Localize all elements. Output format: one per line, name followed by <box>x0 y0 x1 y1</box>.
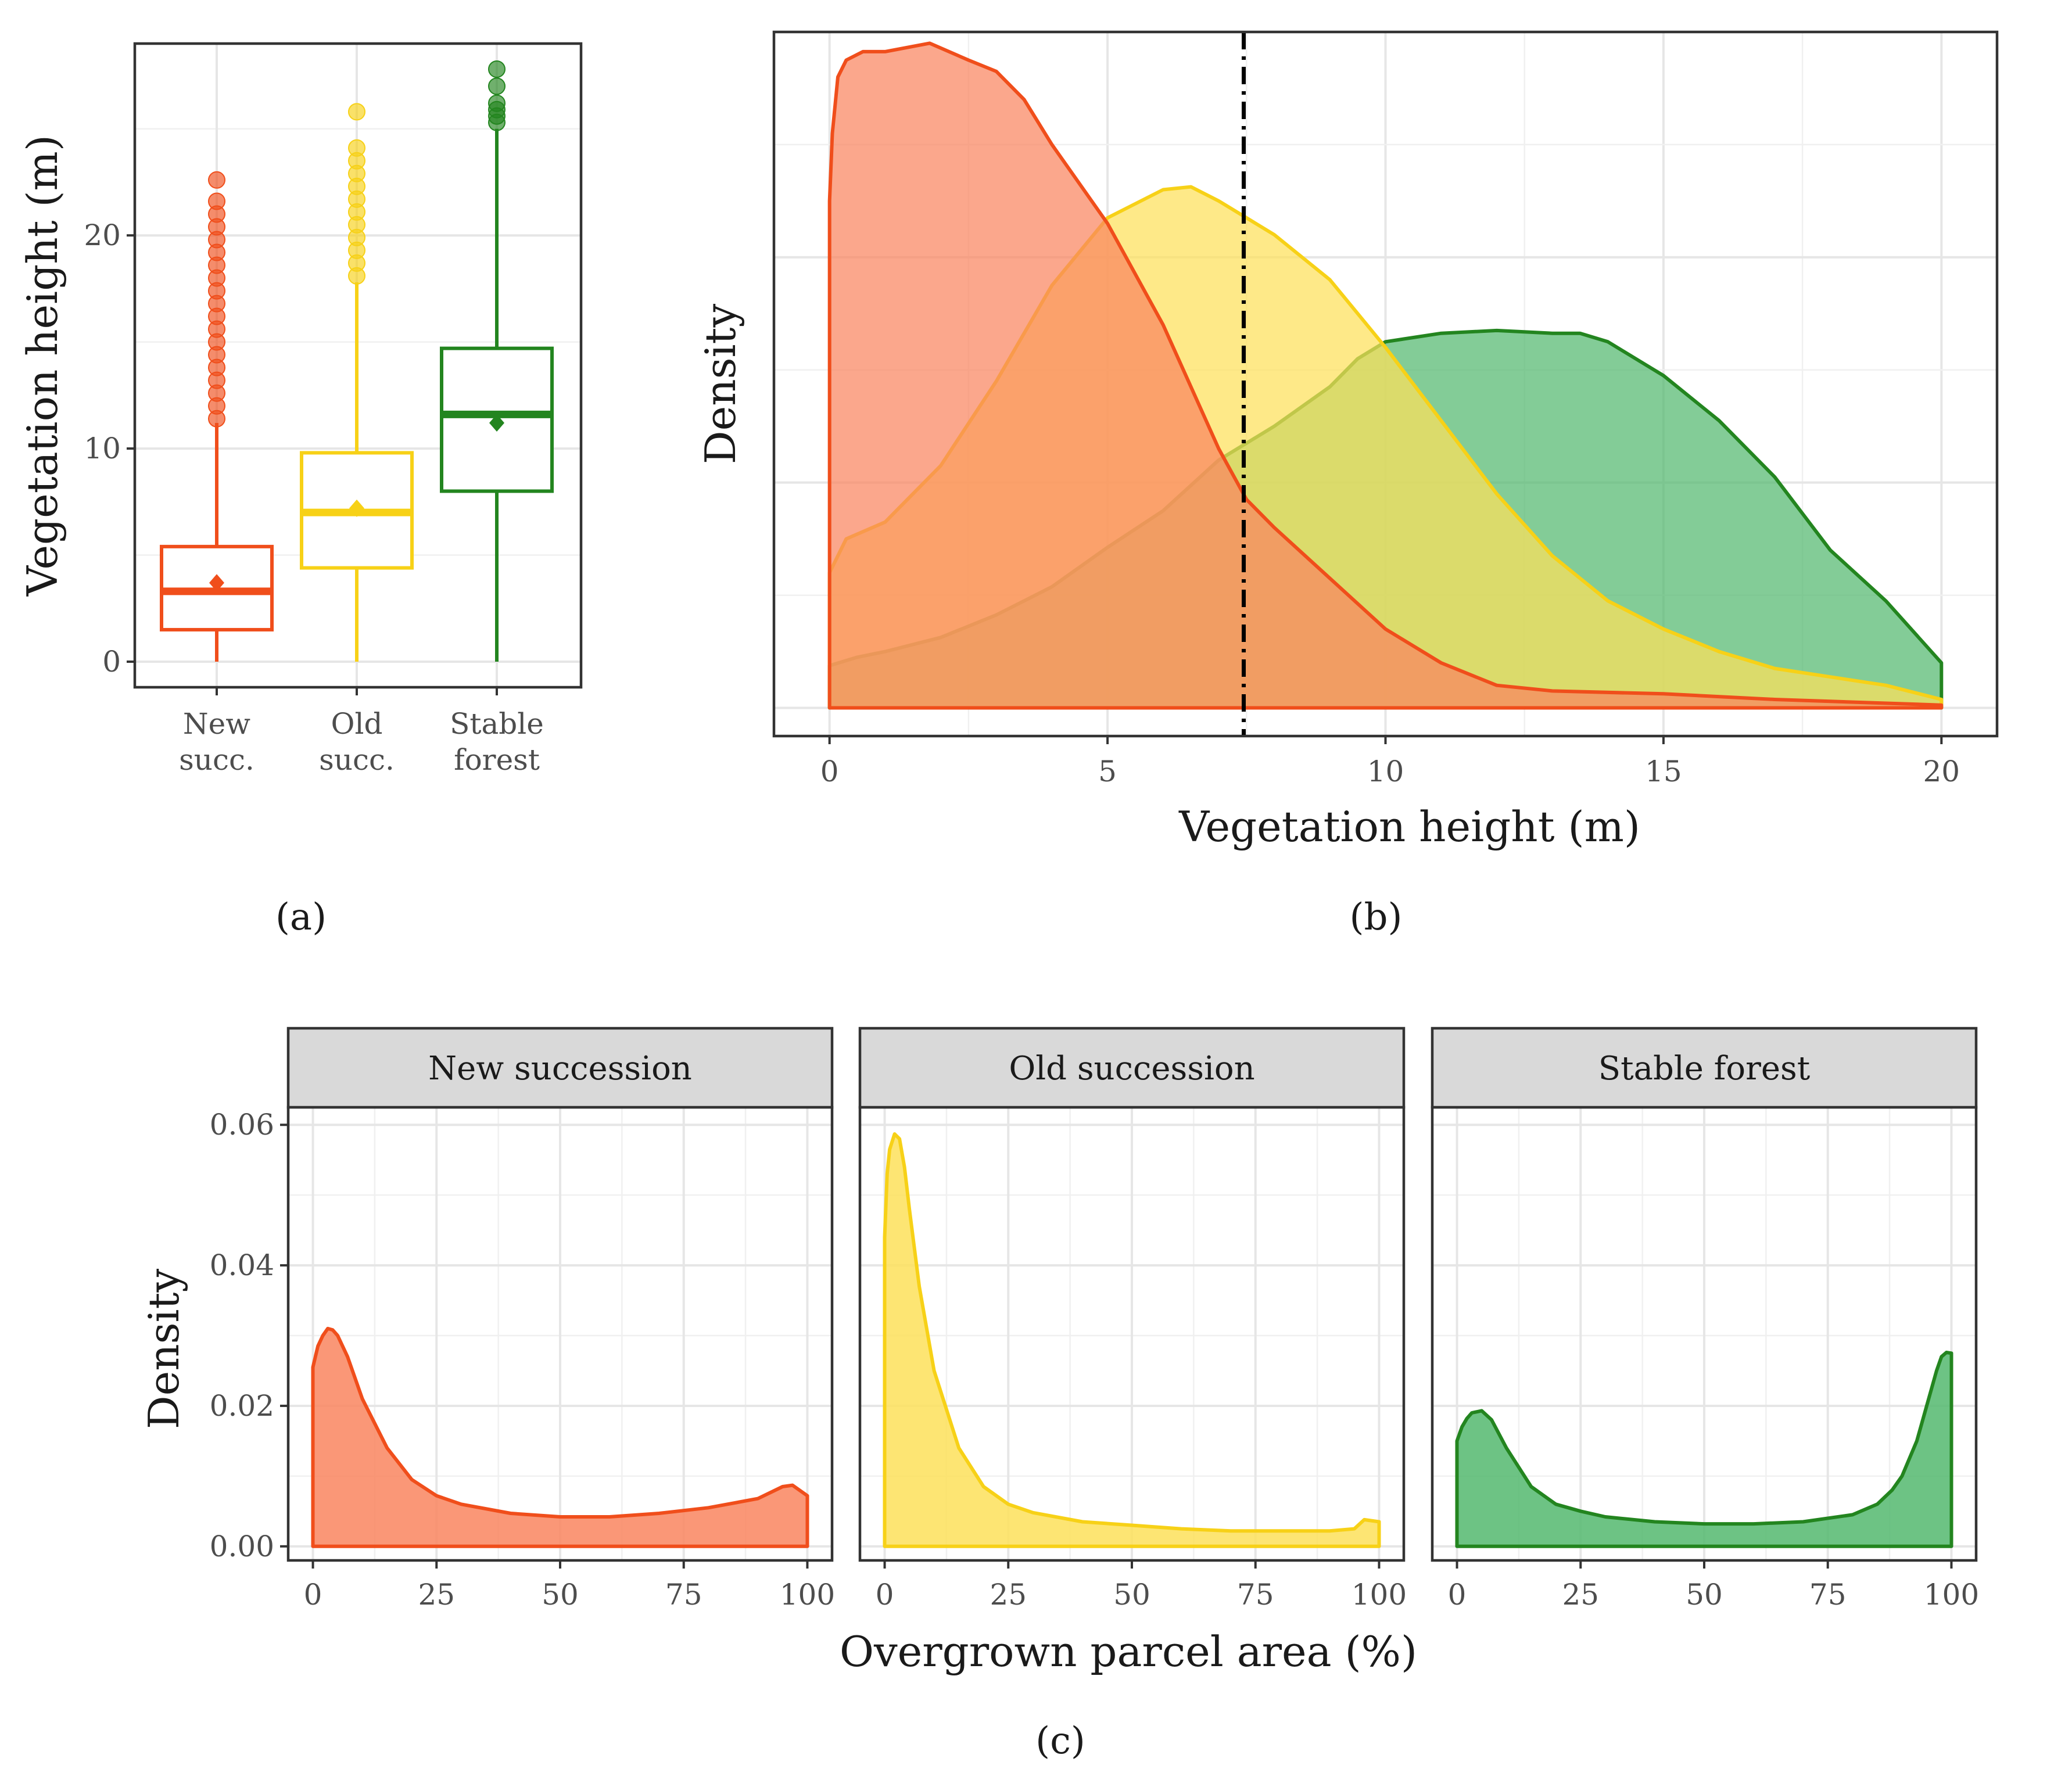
y-tick-label: 0.00 <box>210 1530 274 1563</box>
facet-new: New succession 0 25 50 75 100 <box>286 1027 835 1612</box>
x-tick-label: 75 <box>1237 1578 1274 1612</box>
density-line <box>883 1132 1381 1548</box>
x-tick-label: 50 <box>1113 1578 1150 1612</box>
x-tick-label: 100 <box>1352 1578 1407 1612</box>
x-tick-label: Stable forest <box>450 707 544 777</box>
density-line <box>1455 1351 1953 1548</box>
x-tick-label: 20 <box>1923 755 1960 788</box>
x-tick-label: 25 <box>1562 1578 1599 1612</box>
panel-a-ylabel: Vegetation height (m) <box>18 135 67 597</box>
x-tick-label: 25 <box>990 1578 1027 1612</box>
box-mean-marker <box>349 499 364 517</box>
panel-b-label: (b) <box>1350 896 1403 939</box>
x-tick-label: New succ. <box>179 707 254 777</box>
x-tick-label: 0 <box>876 1578 894 1612</box>
outlier-point <box>348 103 365 121</box>
x-tick-label: 25 <box>418 1578 455 1612</box>
box-old <box>300 103 414 662</box>
facet-stable: Stable forest 0 25 50 75 100 <box>1431 1027 1979 1612</box>
density-area <box>884 1134 1379 1546</box>
x-tick-label: 10 <box>1367 755 1404 788</box>
y-tick-label: 10 <box>84 432 121 465</box>
facet-strip <box>286 1027 834 1109</box>
y-tick-label: 0.02 <box>210 1389 274 1423</box>
x-tick-label: 50 <box>542 1578 579 1612</box>
outlier-point <box>208 192 225 210</box>
x-tick-label: Old succ. <box>319 707 395 777</box>
outlier-point <box>488 60 506 78</box>
density-line <box>311 1326 809 1548</box>
x-tick-label: 100 <box>780 1578 835 1612</box>
density-area <box>1457 1352 1952 1546</box>
x-tick-label: 75 <box>665 1578 702 1612</box>
panel-b-ylabel: Density <box>696 304 745 465</box>
density-area <box>313 1328 808 1546</box>
box-mean-marker <box>209 574 224 592</box>
x-tick-label: 0 <box>1448 1578 1467 1612</box>
x-tick-label: 0 <box>304 1578 322 1612</box>
y-tick-label: 0.04 <box>210 1248 274 1282</box>
panel-c-ylabel: Density <box>139 1269 188 1430</box>
box-mean-marker <box>489 414 504 432</box>
density-new <box>827 41 1944 710</box>
panel-a-boxplot: 0 10 20 New succ. Old succ. Stable forest Vegeta… <box>18 42 583 939</box>
density-line <box>827 41 1944 710</box>
outlier-point <box>488 77 506 95</box>
density-area <box>829 43 1942 708</box>
outlier-point <box>348 139 365 157</box>
facet-title: New succession <box>428 1050 692 1088</box>
panel-b-xlabel: Vegetation height (m) <box>1178 802 1640 851</box>
x-tick-label: 100 <box>1924 1578 1979 1612</box>
x-tick-label: 5 <box>1098 755 1117 788</box>
panel-c-facets: New succession 0 25 50 75 100 Old succession 0 2… <box>139 1027 1979 1763</box>
y-tick-label: 20 <box>84 218 121 252</box>
facet-old: Old succession 0 25 50 75 100 <box>858 1027 1407 1612</box>
x-tick-label: 0 <box>820 755 839 788</box>
panel-c-xlabel: Overgrown parcel area (%) <box>840 1627 1417 1676</box>
y-tick-label: 0 <box>102 645 121 679</box>
facet-strip <box>1431 1027 1978 1109</box>
panel-c-label: (c) <box>1035 1720 1085 1763</box>
x-tick-label: 50 <box>1686 1578 1723 1612</box>
outlier-point <box>488 94 506 112</box>
facet-title: Stable forest <box>1598 1050 1811 1088</box>
facet-title: Old succession <box>1009 1050 1254 1088</box>
x-tick-label: 75 <box>1809 1578 1847 1612</box>
outlier-point <box>208 171 225 189</box>
x-tick-label: 15 <box>1645 755 1682 788</box>
box-new <box>160 171 274 662</box>
box-stable <box>440 60 554 662</box>
panel-a-label: (a) <box>275 896 327 939</box>
y-tick-label: 0.06 <box>210 1108 274 1142</box>
panel-b-density: 0 5 10 15 20 Vegetation height (m) Density (… <box>696 30 1999 939</box>
facet-strip <box>858 1027 1406 1109</box>
